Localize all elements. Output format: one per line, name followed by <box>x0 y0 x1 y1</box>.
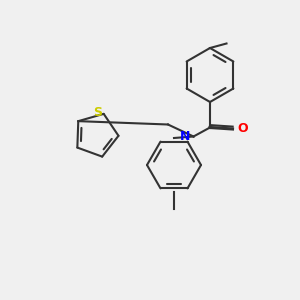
Text: N: N <box>179 130 190 143</box>
Text: S: S <box>93 106 102 119</box>
Text: O: O <box>237 122 247 136</box>
